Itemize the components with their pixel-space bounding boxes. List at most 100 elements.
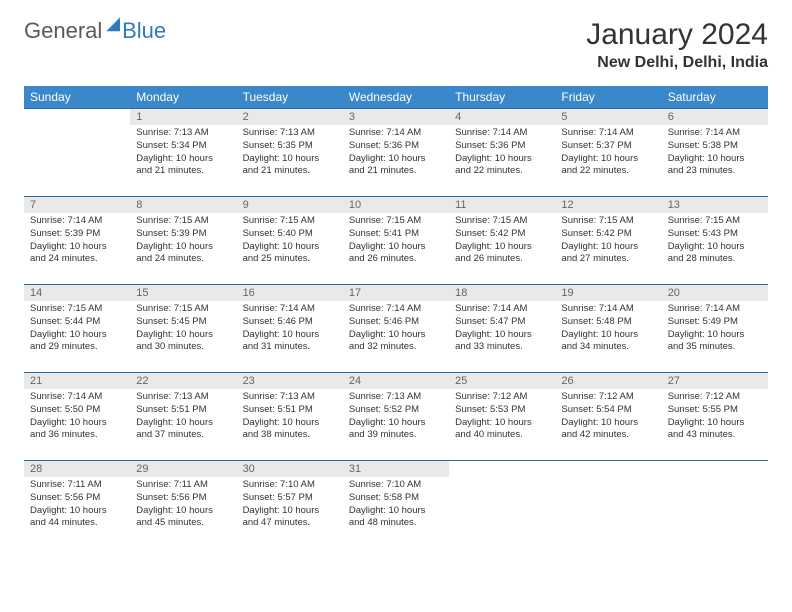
day-body: Sunrise: 7:15 AMSunset: 5:42 PMDaylight:… [555,213,661,270]
day-body: Sunrise: 7:14 AMSunset: 5:36 PMDaylight:… [343,125,449,182]
daylight-text: Daylight: 10 hours and 42 minutes. [561,417,655,443]
sunset-text: Sunset: 5:49 PM [668,316,762,329]
day-number: 24 [343,373,449,389]
daylight-text: Daylight: 10 hours and 21 minutes. [136,153,230,179]
sunrise-text: Sunrise: 7:14 AM [561,303,655,316]
sunset-text: Sunset: 5:39 PM [136,228,230,241]
calendar-day-cell: 21Sunrise: 7:14 AMSunset: 5:50 PMDayligh… [24,373,130,461]
sunrise-text: Sunrise: 7:12 AM [668,391,762,404]
day-number: 2 [237,109,343,125]
calendar-day-cell: 19Sunrise: 7:14 AMSunset: 5:48 PMDayligh… [555,285,661,373]
sunrise-text: Sunrise: 7:15 AM [349,215,443,228]
day-number: 29 [130,461,236,477]
sunset-text: Sunset: 5:51 PM [136,404,230,417]
column-header: Sunday [24,86,130,109]
calendar-day-cell: 1Sunrise: 7:13 AMSunset: 5:34 PMDaylight… [130,109,236,197]
day-number: 12 [555,197,661,213]
calendar-day-cell: 29Sunrise: 7:11 AMSunset: 5:56 PMDayligh… [130,461,236,549]
day-body: Sunrise: 7:10 AMSunset: 5:57 PMDaylight:… [237,477,343,534]
day-number: 8 [130,197,236,213]
day-body: Sunrise: 7:14 AMSunset: 5:47 PMDaylight:… [449,301,555,358]
calendar-day-cell: 22Sunrise: 7:13 AMSunset: 5:51 PMDayligh… [130,373,236,461]
daylight-text: Daylight: 10 hours and 47 minutes. [243,505,337,531]
day-body: Sunrise: 7:13 AMSunset: 5:35 PMDaylight:… [237,125,343,182]
day-number: 1 [130,109,236,125]
calendar-day-cell: 20Sunrise: 7:14 AMSunset: 5:49 PMDayligh… [662,285,768,373]
sunrise-text: Sunrise: 7:14 AM [243,303,337,316]
day-body: Sunrise: 7:13 AMSunset: 5:51 PMDaylight:… [237,389,343,446]
day-number: 21 [24,373,130,389]
sunset-text: Sunset: 5:50 PM [30,404,124,417]
sunrise-text: Sunrise: 7:14 AM [668,303,762,316]
calendar-day-cell: 28Sunrise: 7:11 AMSunset: 5:56 PMDayligh… [24,461,130,549]
sunset-text: Sunset: 5:39 PM [30,228,124,241]
sunrise-text: Sunrise: 7:15 AM [30,303,124,316]
daylight-text: Daylight: 10 hours and 33 minutes. [455,329,549,355]
day-number: 3 [343,109,449,125]
day-body: Sunrise: 7:13 AMSunset: 5:34 PMDaylight:… [130,125,236,182]
sunset-text: Sunset: 5:45 PM [136,316,230,329]
sunset-text: Sunset: 5:38 PM [668,140,762,153]
daylight-text: Daylight: 10 hours and 45 minutes. [136,505,230,531]
calendar-week-row: 21Sunrise: 7:14 AMSunset: 5:50 PMDayligh… [24,373,768,461]
calendar-day-cell: 26 Sunrise: 7:12 AMSunset: 5:54 PMDayligh… [555,373,661,461]
sunset-text: Sunset: 5:55 PM [668,404,762,417]
sunrise-text: Sunrise: 7:14 AM [455,127,549,140]
sunrise-text: Sunrise: 7:13 AM [349,391,443,404]
calendar-day-cell: 23Sunrise: 7:13 AMSunset: 5:51 PMDayligh… [237,373,343,461]
sunrise-text: Sunrise: 7:12 AM [561,391,655,404]
calendar-day-cell: 2Sunrise: 7:13 AMSunset: 5:35 PMDaylight… [237,109,343,197]
column-header: Tuesday [237,86,343,109]
sunrise-text: Sunrise: 7:13 AM [136,391,230,404]
day-body: Sunrise: 7:15 AMSunset: 5:41 PMDaylight:… [343,213,449,270]
day-body: Sunrise: 7:14 AMSunset: 5:50 PMDaylight:… [24,389,130,446]
day-number: 13 [662,197,768,213]
day-number: 4 [449,109,555,125]
day-number: 30 [237,461,343,477]
sunset-text: Sunset: 5:53 PM [455,404,549,417]
day-number: 19 [555,285,661,301]
daylight-text: Daylight: 10 hours and 38 minutes. [243,417,337,443]
daylight-text: Daylight: 10 hours and 26 minutes. [349,241,443,267]
sunset-text: Sunset: 5:54 PM [561,404,655,417]
sunset-text: Sunset: 5:56 PM [30,492,124,505]
sunset-text: Sunset: 5:40 PM [243,228,337,241]
day-number: 26 [555,373,661,389]
calendar-day-cell: 16Sunrise: 7:14 AMSunset: 5:46 PMDayligh… [237,285,343,373]
calendar-day-cell: 30Sunrise: 7:10 AMSunset: 5:57 PMDayligh… [237,461,343,549]
sunset-text: Sunset: 5:37 PM [561,140,655,153]
location-label: New Delhi, Delhi, India [586,54,768,72]
sunrise-text: Sunrise: 7:14 AM [561,127,655,140]
calendar-day-cell: 15Sunrise: 7:15 AMSunset: 5:45 PMDayligh… [130,285,236,373]
column-header: Wednesday [343,86,449,109]
calendar-day-cell: 9Sunrise: 7:15 AMSunset: 5:40 PMDaylight… [237,197,343,285]
sunrise-text: Sunrise: 7:15 AM [243,215,337,228]
title-block: January 2024 New Delhi, Delhi, India [586,18,768,72]
sunset-text: Sunset: 5:42 PM [455,228,549,241]
sunset-text: Sunset: 5:36 PM [349,140,443,153]
sunset-text: Sunset: 5:46 PM [349,316,443,329]
day-body: Sunrise: 7:14 AMSunset: 5:49 PMDaylight:… [662,301,768,358]
sunset-text: Sunset: 5:34 PM [136,140,230,153]
sunrise-text: Sunrise: 7:15 AM [136,303,230,316]
day-number: 17 [343,285,449,301]
calendar-day-cell: 10Sunrise: 7:15 AMSunset: 5:41 PMDayligh… [343,197,449,285]
day-number: 23 [237,373,343,389]
daylight-text: Daylight: 10 hours and 30 minutes. [136,329,230,355]
day-number: 14 [24,285,130,301]
calendar-week-row: 1Sunrise: 7:13 AMSunset: 5:34 PMDaylight… [24,109,768,197]
day-body: Sunrise: 7:13 AMSunset: 5:51 PMDaylight:… [130,389,236,446]
day-body: Sunrise: 7:15 AMSunset: 5:40 PMDaylight:… [237,213,343,270]
day-body: Sunrise: 7:15 AMSunset: 5:42 PMDaylight:… [449,213,555,270]
daylight-text: Daylight: 10 hours and 26 minutes. [455,241,549,267]
sunrise-text: Sunrise: 7:11 AM [30,479,124,492]
daylight-text: Daylight: 10 hours and 39 minutes. [349,417,443,443]
calendar-week-row: 7Sunrise: 7:14 AMSunset: 5:39 PMDaylight… [24,197,768,285]
sunrise-text: Sunrise: 7:14 AM [668,127,762,140]
day-number: 10 [343,197,449,213]
calendar-day-cell: 6Sunrise: 7:14 AMSunset: 5:38 PMDaylight… [662,109,768,197]
sunset-text: Sunset: 5:44 PM [30,316,124,329]
column-header: Saturday [662,86,768,109]
calendar-day-cell: 4Sunrise: 7:14 AMSunset: 5:36 PMDaylight… [449,109,555,197]
day-number: 22 [130,373,236,389]
